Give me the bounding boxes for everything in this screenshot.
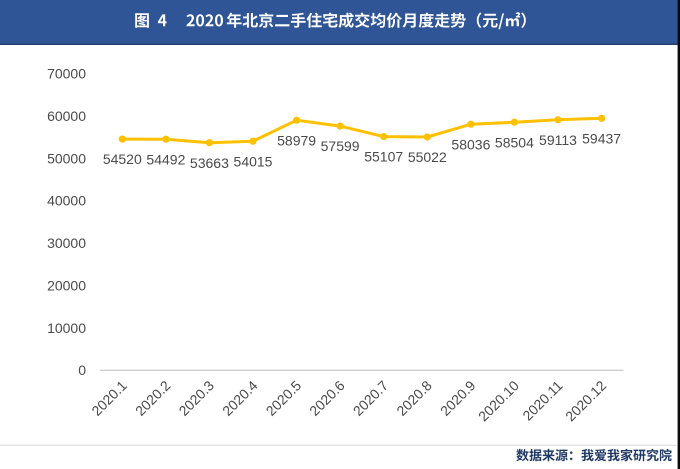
svg-text:50000: 50000 xyxy=(47,150,86,166)
svg-text:10000: 10000 xyxy=(47,320,86,336)
svg-text:70000: 70000 xyxy=(47,66,86,82)
svg-text:60000: 60000 xyxy=(47,108,86,124)
svg-text:57599: 57599 xyxy=(321,138,360,154)
svg-text:58036: 58036 xyxy=(451,136,490,152)
svg-text:54520: 54520 xyxy=(103,151,142,167)
svg-text:40000: 40000 xyxy=(47,193,86,209)
svg-text:30000: 30000 xyxy=(47,235,86,251)
svg-text:58979: 58979 xyxy=(277,132,316,148)
svg-text:54492: 54492 xyxy=(146,151,185,167)
svg-text:53663: 53663 xyxy=(190,155,229,171)
svg-text:55022: 55022 xyxy=(408,149,447,165)
svg-text:54015: 54015 xyxy=(234,153,273,169)
svg-text:59113: 59113 xyxy=(539,132,577,148)
svg-text:59437: 59437 xyxy=(582,130,621,146)
svg-text:55107: 55107 xyxy=(364,149,403,165)
svg-text:58504: 58504 xyxy=(495,134,534,150)
svg-text:20000: 20000 xyxy=(47,277,86,293)
svg-text:0: 0 xyxy=(78,362,86,378)
